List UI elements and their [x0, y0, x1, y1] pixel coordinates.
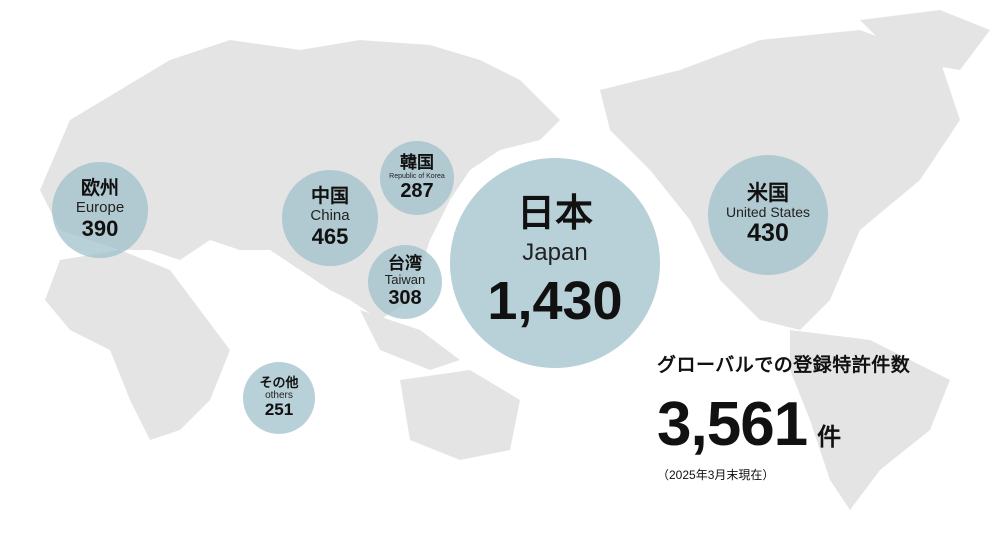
- region-count: 287: [400, 180, 434, 203]
- region-name-en: Taiwan: [384, 272, 426, 288]
- bubble-others: その他 others 251: [243, 362, 315, 434]
- region-count: 390: [81, 215, 119, 241]
- bubble-united-states: 米国 United States 430: [708, 155, 828, 275]
- region-name-ja: 中国: [310, 186, 349, 208]
- region-name-en: Republic of Korea: [389, 172, 445, 180]
- region-name-ja: 米国: [747, 182, 789, 205]
- region-name-en: China: [310, 207, 350, 225]
- bubble-korea: 韓国 Republic of Korea 287: [380, 141, 454, 215]
- as-of-date: （2025年3月末現在）: [657, 468, 775, 482]
- region-name-ja: 欧州: [80, 178, 119, 200]
- region-name-en: United States: [725, 204, 811, 221]
- total-summary: グローバルでの登録特許件数 3,561 件 （2025年3月末現在）: [657, 350, 910, 483]
- region-count: 308: [388, 287, 422, 310]
- bubble-taiwan: 台湾 Taiwan 308: [368, 245, 442, 319]
- landmass-southamerica: [790, 330, 950, 510]
- region-count: 430: [747, 219, 789, 248]
- landmass-greenland: [860, 10, 990, 70]
- bubble-japan: 日本 Japan 1,430: [450, 158, 660, 368]
- region-name-en: others: [265, 390, 293, 402]
- region-name-ja: 日本: [516, 193, 593, 236]
- total-count: 3,561: [657, 390, 808, 459]
- region-name-ja: 韓国: [400, 152, 434, 172]
- bubble-china: 中国 China 465: [282, 170, 378, 266]
- region-count: 251: [264, 400, 294, 420]
- region-name-ja: その他: [259, 375, 299, 390]
- landmass-seasia: [360, 310, 460, 370]
- region-name-ja: 台湾: [388, 253, 422, 273]
- region-name-en: Japan: [522, 239, 588, 266]
- region-count: 1,430: [487, 271, 623, 332]
- bubble-europe: 欧州 Europe 390: [52, 162, 148, 258]
- landmass-australia: [400, 370, 520, 460]
- region-name-en: Europe: [75, 199, 125, 217]
- total-unit: 件: [817, 424, 842, 451]
- landmass-africa: [45, 250, 230, 440]
- total-row: 3,561 件: [657, 389, 910, 460]
- region-count: 465: [311, 223, 349, 249]
- summary-title: グローバルでの登録特許件数: [657, 355, 911, 376]
